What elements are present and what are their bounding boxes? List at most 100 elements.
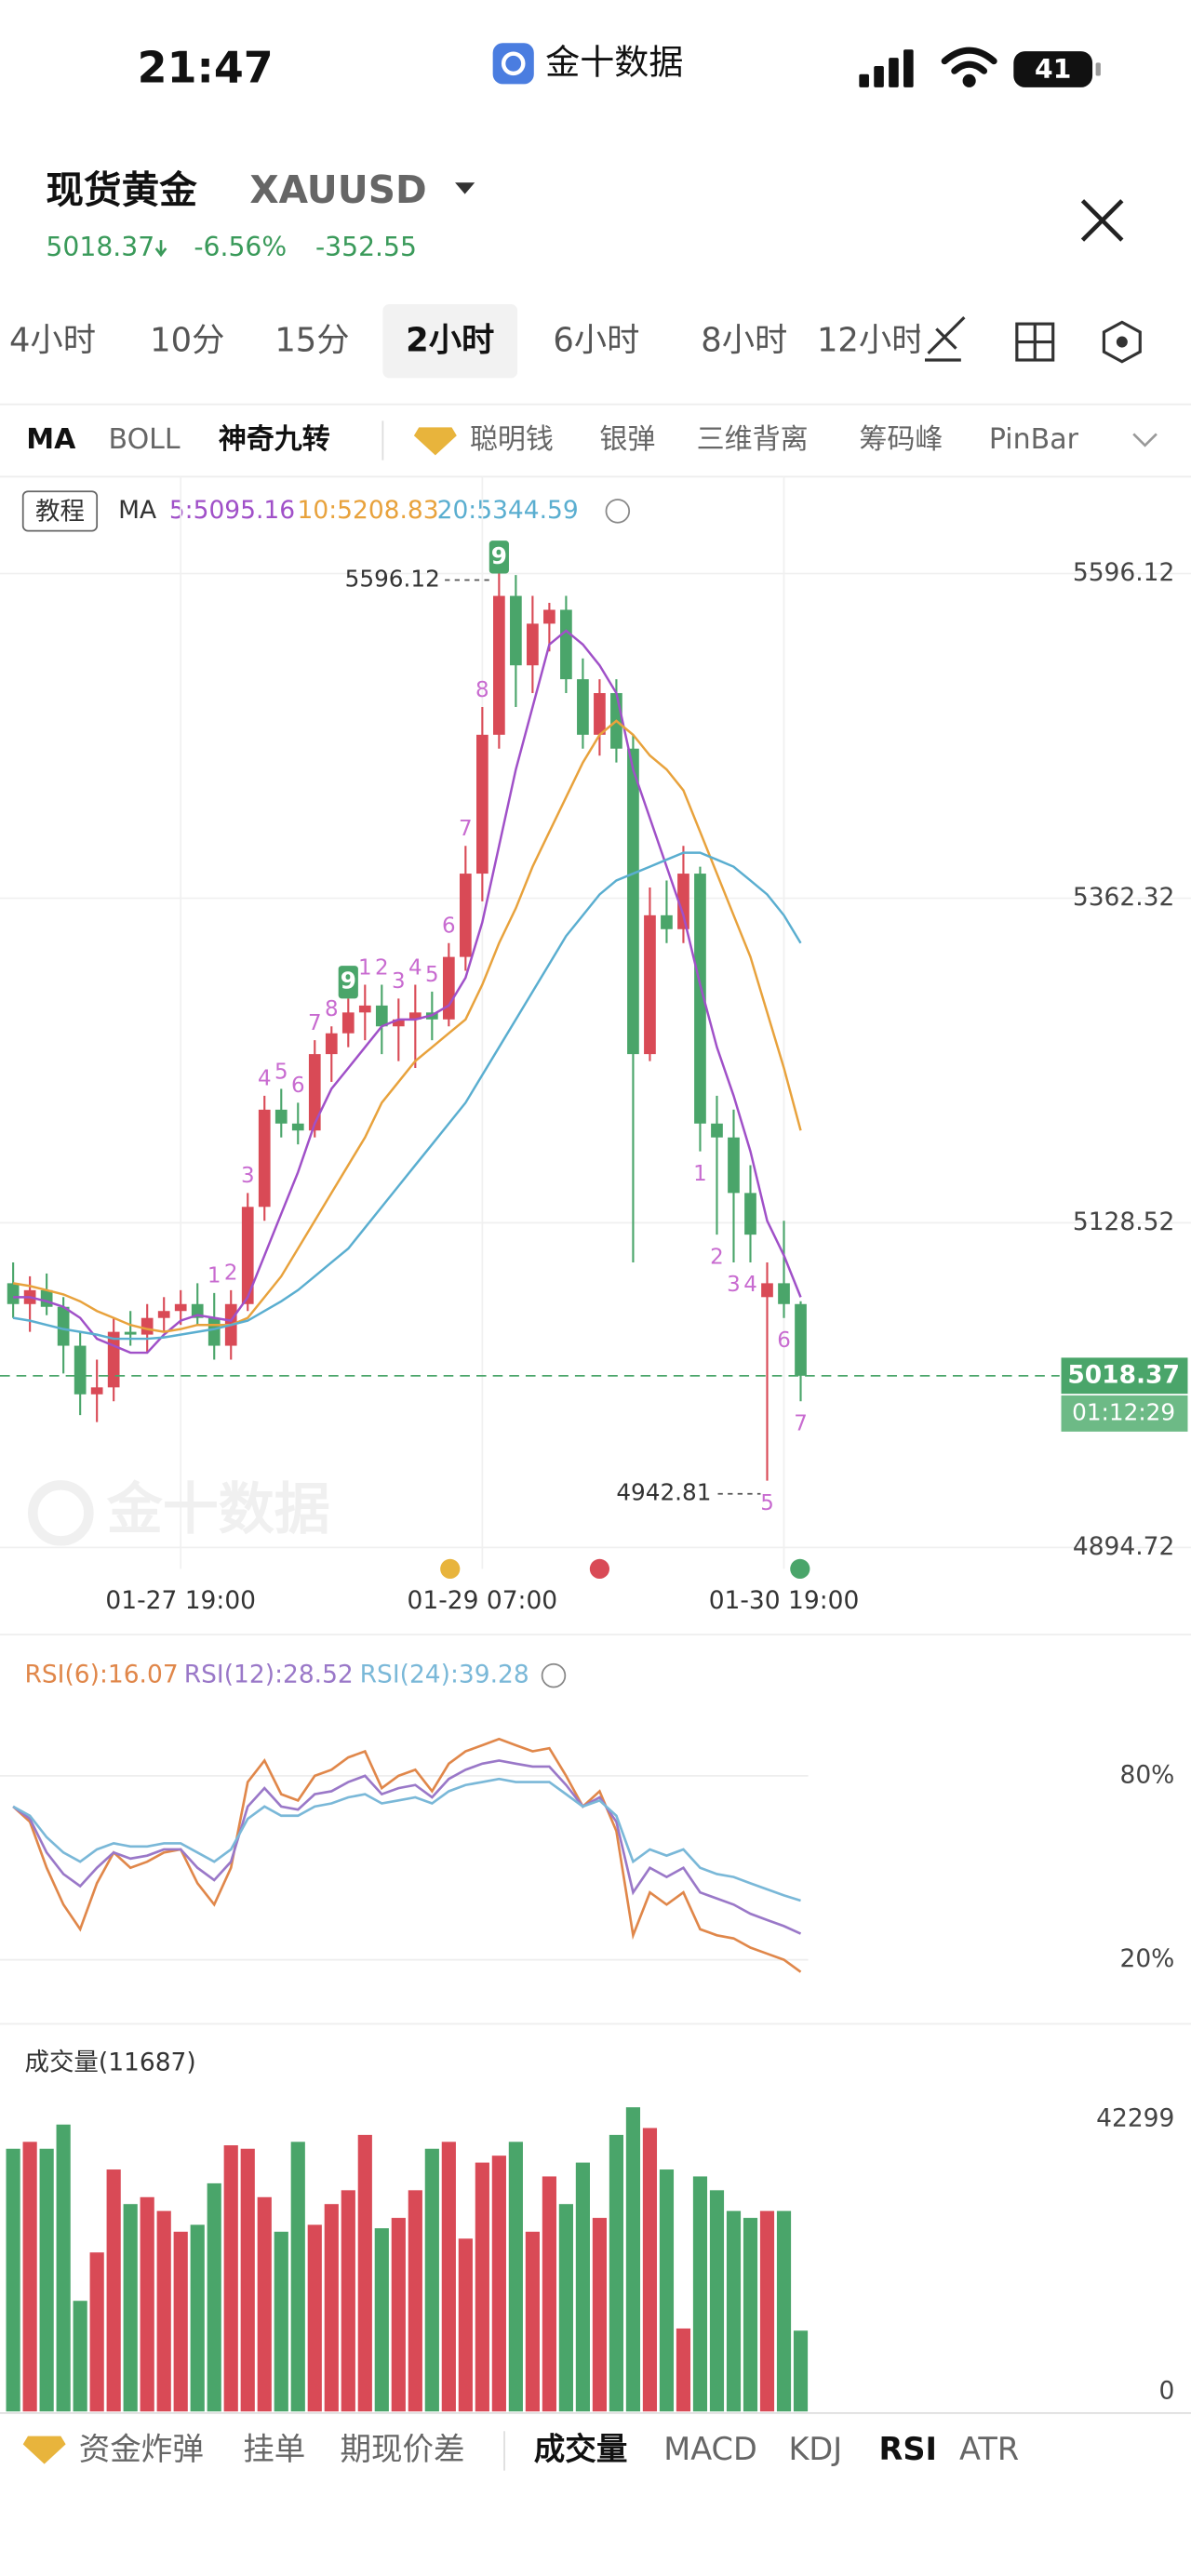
td-count: 1 bbox=[693, 1162, 707, 1186]
volume-bar bbox=[56, 2124, 71, 2412]
indicator-tab[interactable]: ATR bbox=[959, 2431, 1019, 2467]
volume-bar bbox=[73, 2301, 87, 2412]
instrument-symbol[interactable]: XAUUSD bbox=[249, 167, 426, 212]
td-count: 7 bbox=[308, 1011, 322, 1035]
settings-icon[interactable] bbox=[1102, 320, 1142, 364]
tutorial-button[interactable] bbox=[21, 490, 99, 532]
clock: 21:47 bbox=[138, 43, 274, 93]
wifi-icon bbox=[941, 47, 997, 87]
candle-body bbox=[291, 1123, 304, 1131]
fund-bomb-icon bbox=[22, 2436, 66, 2464]
tutorial-label[interactable]: 教程 bbox=[35, 498, 85, 527]
volume-bar bbox=[575, 2162, 590, 2412]
high-annotation: 5596.12 bbox=[345, 566, 440, 593]
td-count: 7 bbox=[794, 1411, 808, 1435]
timeframe-tab[interactable]: 4小时 bbox=[9, 322, 96, 360]
battery-tip bbox=[1095, 62, 1101, 76]
indicator-tab[interactable]: KDJ bbox=[788, 2431, 842, 2467]
volume-bar bbox=[123, 2204, 138, 2412]
indicator-tab[interactable]: 神奇九转 bbox=[219, 423, 330, 456]
candle-body bbox=[510, 595, 522, 666]
indicator-tab[interactable]: 成交量 bbox=[534, 2431, 628, 2467]
indicator-tab[interactable]: 挂单 bbox=[243, 2431, 305, 2467]
td-count: 8 bbox=[475, 678, 489, 702]
rsi-line bbox=[12, 1737, 802, 1973]
volume-bar bbox=[173, 2231, 188, 2412]
draw-tool-icon[interactable] bbox=[924, 315, 966, 362]
candle-body bbox=[627, 748, 639, 1055]
event-dot[interactable] bbox=[790, 1558, 810, 1579]
candle-body bbox=[694, 874, 706, 1124]
indicator-tab[interactable]: MACD bbox=[663, 2431, 757, 2467]
candle-body bbox=[157, 1311, 170, 1318]
td-count: 6 bbox=[291, 1074, 305, 1098]
indicator-tab[interactable]: RSI bbox=[879, 2431, 937, 2467]
timeframe-tab[interactable]: 2小时 bbox=[406, 322, 494, 360]
candle-body bbox=[375, 1005, 388, 1027]
candle-body bbox=[57, 1306, 70, 1346]
rsi-legend: RSI(6):16.07 bbox=[24, 1661, 178, 1689]
td-count: 5 bbox=[274, 1060, 288, 1084]
layout-icon[interactable] bbox=[1015, 322, 1055, 362]
tab-highlight bbox=[382, 303, 518, 379]
dropdown-arrow[interactable] bbox=[455, 182, 475, 194]
time-label: 01-27 19:00 bbox=[105, 1586, 256, 1615]
ma-line bbox=[13, 629, 802, 1355]
volume-bar bbox=[140, 2196, 154, 2412]
candle-body bbox=[493, 595, 505, 735]
candle-body bbox=[107, 1331, 120, 1388]
td-count: 3 bbox=[241, 1164, 255, 1188]
indicator-tab[interactable]: 资金炸弹 bbox=[79, 2431, 204, 2467]
volume-bar bbox=[726, 2210, 742, 2412]
indicator-tab[interactable]: 聪明钱 bbox=[470, 423, 554, 456]
volume-bar bbox=[592, 2218, 608, 2412]
down-arrow bbox=[154, 240, 167, 258]
candle-body bbox=[728, 1137, 740, 1194]
indicator-tab[interactable]: 期现价差 bbox=[340, 2431, 464, 2467]
volume-bar bbox=[776, 2210, 792, 2412]
more-chevron[interactable] bbox=[1132, 433, 1158, 447]
signal-icon bbox=[859, 49, 914, 87]
candle-body bbox=[308, 1054, 321, 1131]
td-count: 5 bbox=[760, 1491, 774, 1515]
close-button[interactable] bbox=[1080, 199, 1124, 242]
event-dot[interactable] bbox=[440, 1558, 461, 1579]
watermark: 金十数据 bbox=[106, 1477, 330, 1542]
candle-body bbox=[527, 623, 539, 666]
volume-bar bbox=[475, 2162, 489, 2412]
candle-body bbox=[476, 734, 488, 874]
event-dot[interactable] bbox=[589, 1558, 610, 1579]
candle-body bbox=[207, 1317, 221, 1346]
td-count: 2 bbox=[710, 1245, 724, 1269]
td-count: 6 bbox=[442, 914, 456, 939]
ma-legend: 5:5095.16 bbox=[169, 496, 295, 525]
indicator-tab[interactable]: PinBar bbox=[989, 423, 1079, 456]
timeframe-tab[interactable]: 15分 bbox=[274, 322, 349, 360]
volume-bar bbox=[89, 2252, 104, 2412]
change-pct: -6.56% bbox=[194, 232, 287, 262]
ma-line bbox=[12, 719, 802, 1333]
td-count: 2 bbox=[375, 955, 389, 980]
volume-bar bbox=[22, 2142, 37, 2412]
indicator-tab[interactable]: MA bbox=[26, 423, 76, 456]
indicator-tab[interactable]: 三维背离 bbox=[697, 423, 809, 456]
app-name: 金十数据 bbox=[545, 43, 683, 83]
ma-settings-icon[interactable] bbox=[605, 499, 631, 524]
timeframe-tab[interactable]: 6小时 bbox=[553, 322, 639, 360]
indicator-tab[interactable]: BOLL bbox=[109, 423, 181, 456]
timeframe-tab[interactable]: 8小时 bbox=[701, 322, 787, 360]
timeframe-tab[interactable]: 12小时 bbox=[817, 322, 925, 360]
rsi-settings-icon[interactable] bbox=[541, 1662, 567, 1688]
candle-body bbox=[459, 874, 472, 957]
td-count: 3 bbox=[392, 969, 406, 994]
volume-bar bbox=[156, 2210, 171, 2412]
indicator-tab[interactable]: 筹码峰 bbox=[859, 423, 943, 456]
indicator-tab[interactable]: 银弹 bbox=[599, 423, 655, 456]
volume-bar bbox=[307, 2224, 322, 2412]
countdown-label: 01:12:29 bbox=[1072, 1398, 1175, 1425]
candle-body bbox=[74, 1345, 87, 1395]
candle-body bbox=[241, 1207, 254, 1304]
timeframe-tab[interactable]: 10分 bbox=[150, 322, 224, 360]
